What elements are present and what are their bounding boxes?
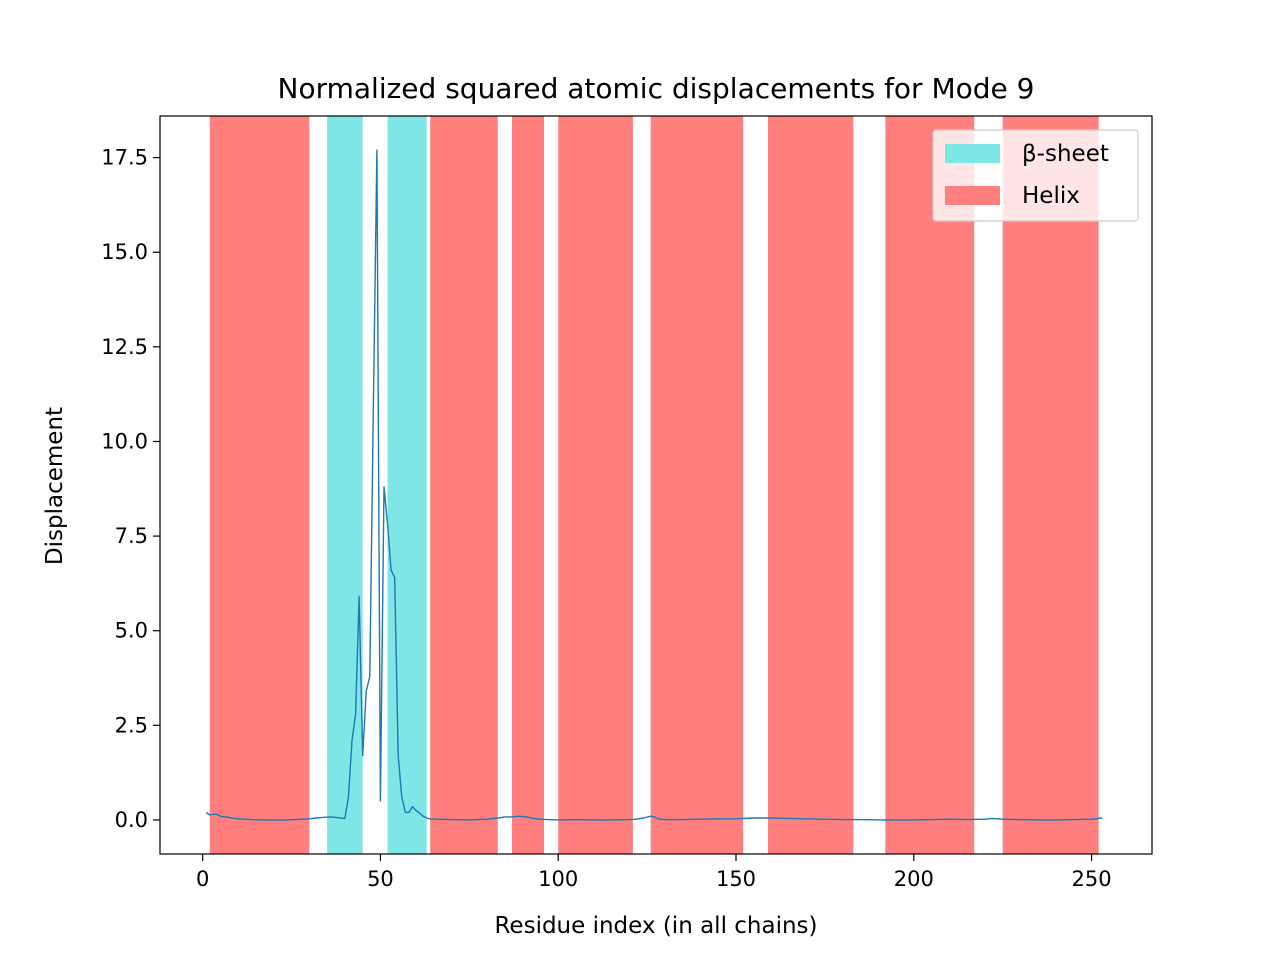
y-tick-label: 7.5 (115, 524, 148, 548)
y-tick-label: 12.5 (101, 335, 148, 359)
y-axis-ticks: 0.0 2.5 5.0 7.5 10.0 12.5 15.0 17.5 (101, 146, 160, 832)
legend-label-helix: Helix (1022, 183, 1080, 209)
legend-swatch-sheet (945, 144, 1000, 163)
helix-region-3 (430, 116, 498, 854)
displacement-series (205, 149, 1103, 821)
legend-label-sheet: β-sheet (1022, 141, 1109, 167)
y-tick-label: 10.0 (101, 429, 148, 453)
helix-region-5 (558, 116, 633, 854)
legend: β-sheet Helix (932, 129, 1139, 222)
x-axis-label: Residue index (in all chains) (494, 913, 817, 939)
sheet-region-1 (327, 116, 363, 854)
plot-frame (159, 115, 1153, 855)
y-tick-label: 0.0 (115, 808, 148, 832)
x-tick-label: 200 (894, 867, 934, 891)
chart-title: Normalized squared atomic displacements … (278, 72, 1035, 105)
helix-region-9 (1002, 116, 1099, 854)
y-tick-label: 5.0 (115, 619, 148, 643)
y-axis-label: Displacement (42, 407, 68, 565)
x-tick-label: 250 (1072, 867, 1112, 891)
x-axis-ticks: 0 50 100 150 200 250 (196, 854, 1112, 891)
y-tick-label: 2.5 (115, 713, 148, 737)
y-tick-label: 17.5 (101, 146, 148, 170)
displacement-line-0 (205, 149, 1103, 821)
helix-region-7 (768, 116, 854, 854)
y-tick-label: 15.0 (101, 240, 148, 264)
helix-region-4 (512, 116, 544, 854)
legend-swatch-helix (945, 186, 1000, 205)
sheet-region-2 (387, 116, 427, 854)
x-tick-label: 100 (538, 867, 578, 891)
helix-region-6 (650, 116, 744, 854)
helix-region-0 (209, 116, 310, 854)
helix-region-8 (885, 116, 975, 854)
x-tick-label: 0 (196, 867, 209, 891)
secondary-structure-regions (209, 116, 1099, 854)
x-tick-label: 50 (367, 867, 394, 891)
x-tick-label: 150 (716, 867, 756, 891)
